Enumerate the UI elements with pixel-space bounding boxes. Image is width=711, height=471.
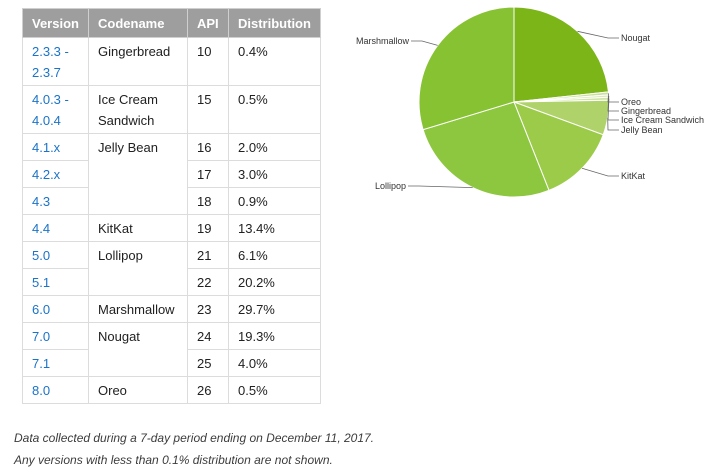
api-cell: 21 [187, 241, 229, 269]
version-link[interactable]: 4.3 [22, 187, 89, 215]
distribution-cell: 4.0% [228, 349, 321, 377]
distribution-cell: 29.7% [228, 295, 321, 323]
api-cell: 17 [187, 160, 229, 188]
table-row: 8.0 Oreo 26 0.5% [22, 376, 321, 404]
api-cell: 26 [187, 376, 229, 404]
pie-slice-nougat [513, 6, 610, 103]
callout-line [581, 167, 619, 177]
version-link[interactable]: 8.0 [22, 376, 89, 404]
version-link[interactable]: 7.1 [22, 349, 89, 377]
api-cell: 16 [187, 133, 229, 161]
slice-label: KitKat [621, 171, 646, 181]
codename-cell: Marshmallow [88, 295, 188, 323]
table-row: 4.1.x Jelly Bean 16 2.0% [22, 133, 321, 215]
callout-line [577, 30, 619, 39]
header-distribution: Distribution [228, 8, 321, 38]
distribution-cell: 0.5% [228, 376, 321, 404]
callout-line [408, 185, 473, 188]
footnote-date: Data collected during a 7-day period end… [14, 431, 375, 445]
api-cell: 23 [187, 295, 229, 323]
version-link[interactable]: 4.0.3 - 4.0.4 [22, 85, 89, 134]
table-row: 4.2.x 17 3.0% [22, 160, 321, 188]
codename-cell: Ice Cream Sandwich [88, 85, 188, 134]
header-version: Version [22, 8, 89, 38]
footnote-threshold: Any versions with less than 0.1% distrib… [14, 453, 333, 467]
distribution-cell: 0.4% [228, 37, 321, 86]
version-link[interactable]: 5.1 [22, 268, 89, 296]
distribution-cell: 13.4% [228, 214, 321, 242]
table-row: 6.0 Marshmallow 23 29.7% [22, 295, 321, 323]
table-header-row: Version Codename API Distribution [22, 8, 321, 38]
callout-line [411, 40, 438, 46]
api-cell: 19 [187, 214, 229, 242]
api-cell: 10 [187, 37, 229, 86]
slice-label: Ice Cream Sandwich [621, 115, 704, 125]
slice-label: Nougat [621, 33, 651, 43]
slice-label: Jelly Bean [621, 125, 663, 135]
distribution-cell: 0.5% [228, 85, 321, 134]
table-row: 4.3 18 0.9% [22, 187, 321, 215]
slice-label: Lollipop [375, 181, 406, 191]
table-row: 4.4 KitKat 19 13.4% [22, 214, 321, 242]
callout-line [607, 95, 619, 112]
version-link[interactable]: 4.2.x [22, 160, 89, 188]
api-cell: 15 [187, 85, 229, 134]
slice-label: Marshmallow [356, 36, 410, 46]
distribution-cell: 2.0% [228, 133, 321, 161]
codename-cell: Oreo [88, 376, 188, 404]
api-cell: 24 [187, 322, 229, 350]
version-link[interactable]: 4.4 [22, 214, 89, 242]
slice-label: Gingerbread [621, 106, 671, 116]
version-link[interactable]: 2.3.3 - 2.3.7 [22, 37, 89, 86]
distribution-cell: 3.0% [228, 160, 321, 188]
pie-slice-lollipop [422, 101, 550, 198]
distribution-cell: 20.2% [228, 268, 321, 296]
slice-label: Oreo [621, 97, 641, 107]
distribution-cell: 6.1% [228, 241, 321, 269]
table-row: 4.0.3 - 4.0.4 Ice Cream Sandwich 15 0.5% [22, 85, 321, 134]
callout-line [607, 93, 619, 103]
table-row: 5.0 Lollipop 21 6.1% [22, 241, 321, 296]
distribution-table: Version Codename API Distribution 2.3.3 … [22, 8, 321, 404]
callout-line [607, 117, 619, 131]
api-cell: 18 [187, 187, 229, 215]
table-row: 5.1 22 20.2% [22, 268, 321, 296]
table-row: 7.1 25 4.0% [22, 349, 321, 377]
